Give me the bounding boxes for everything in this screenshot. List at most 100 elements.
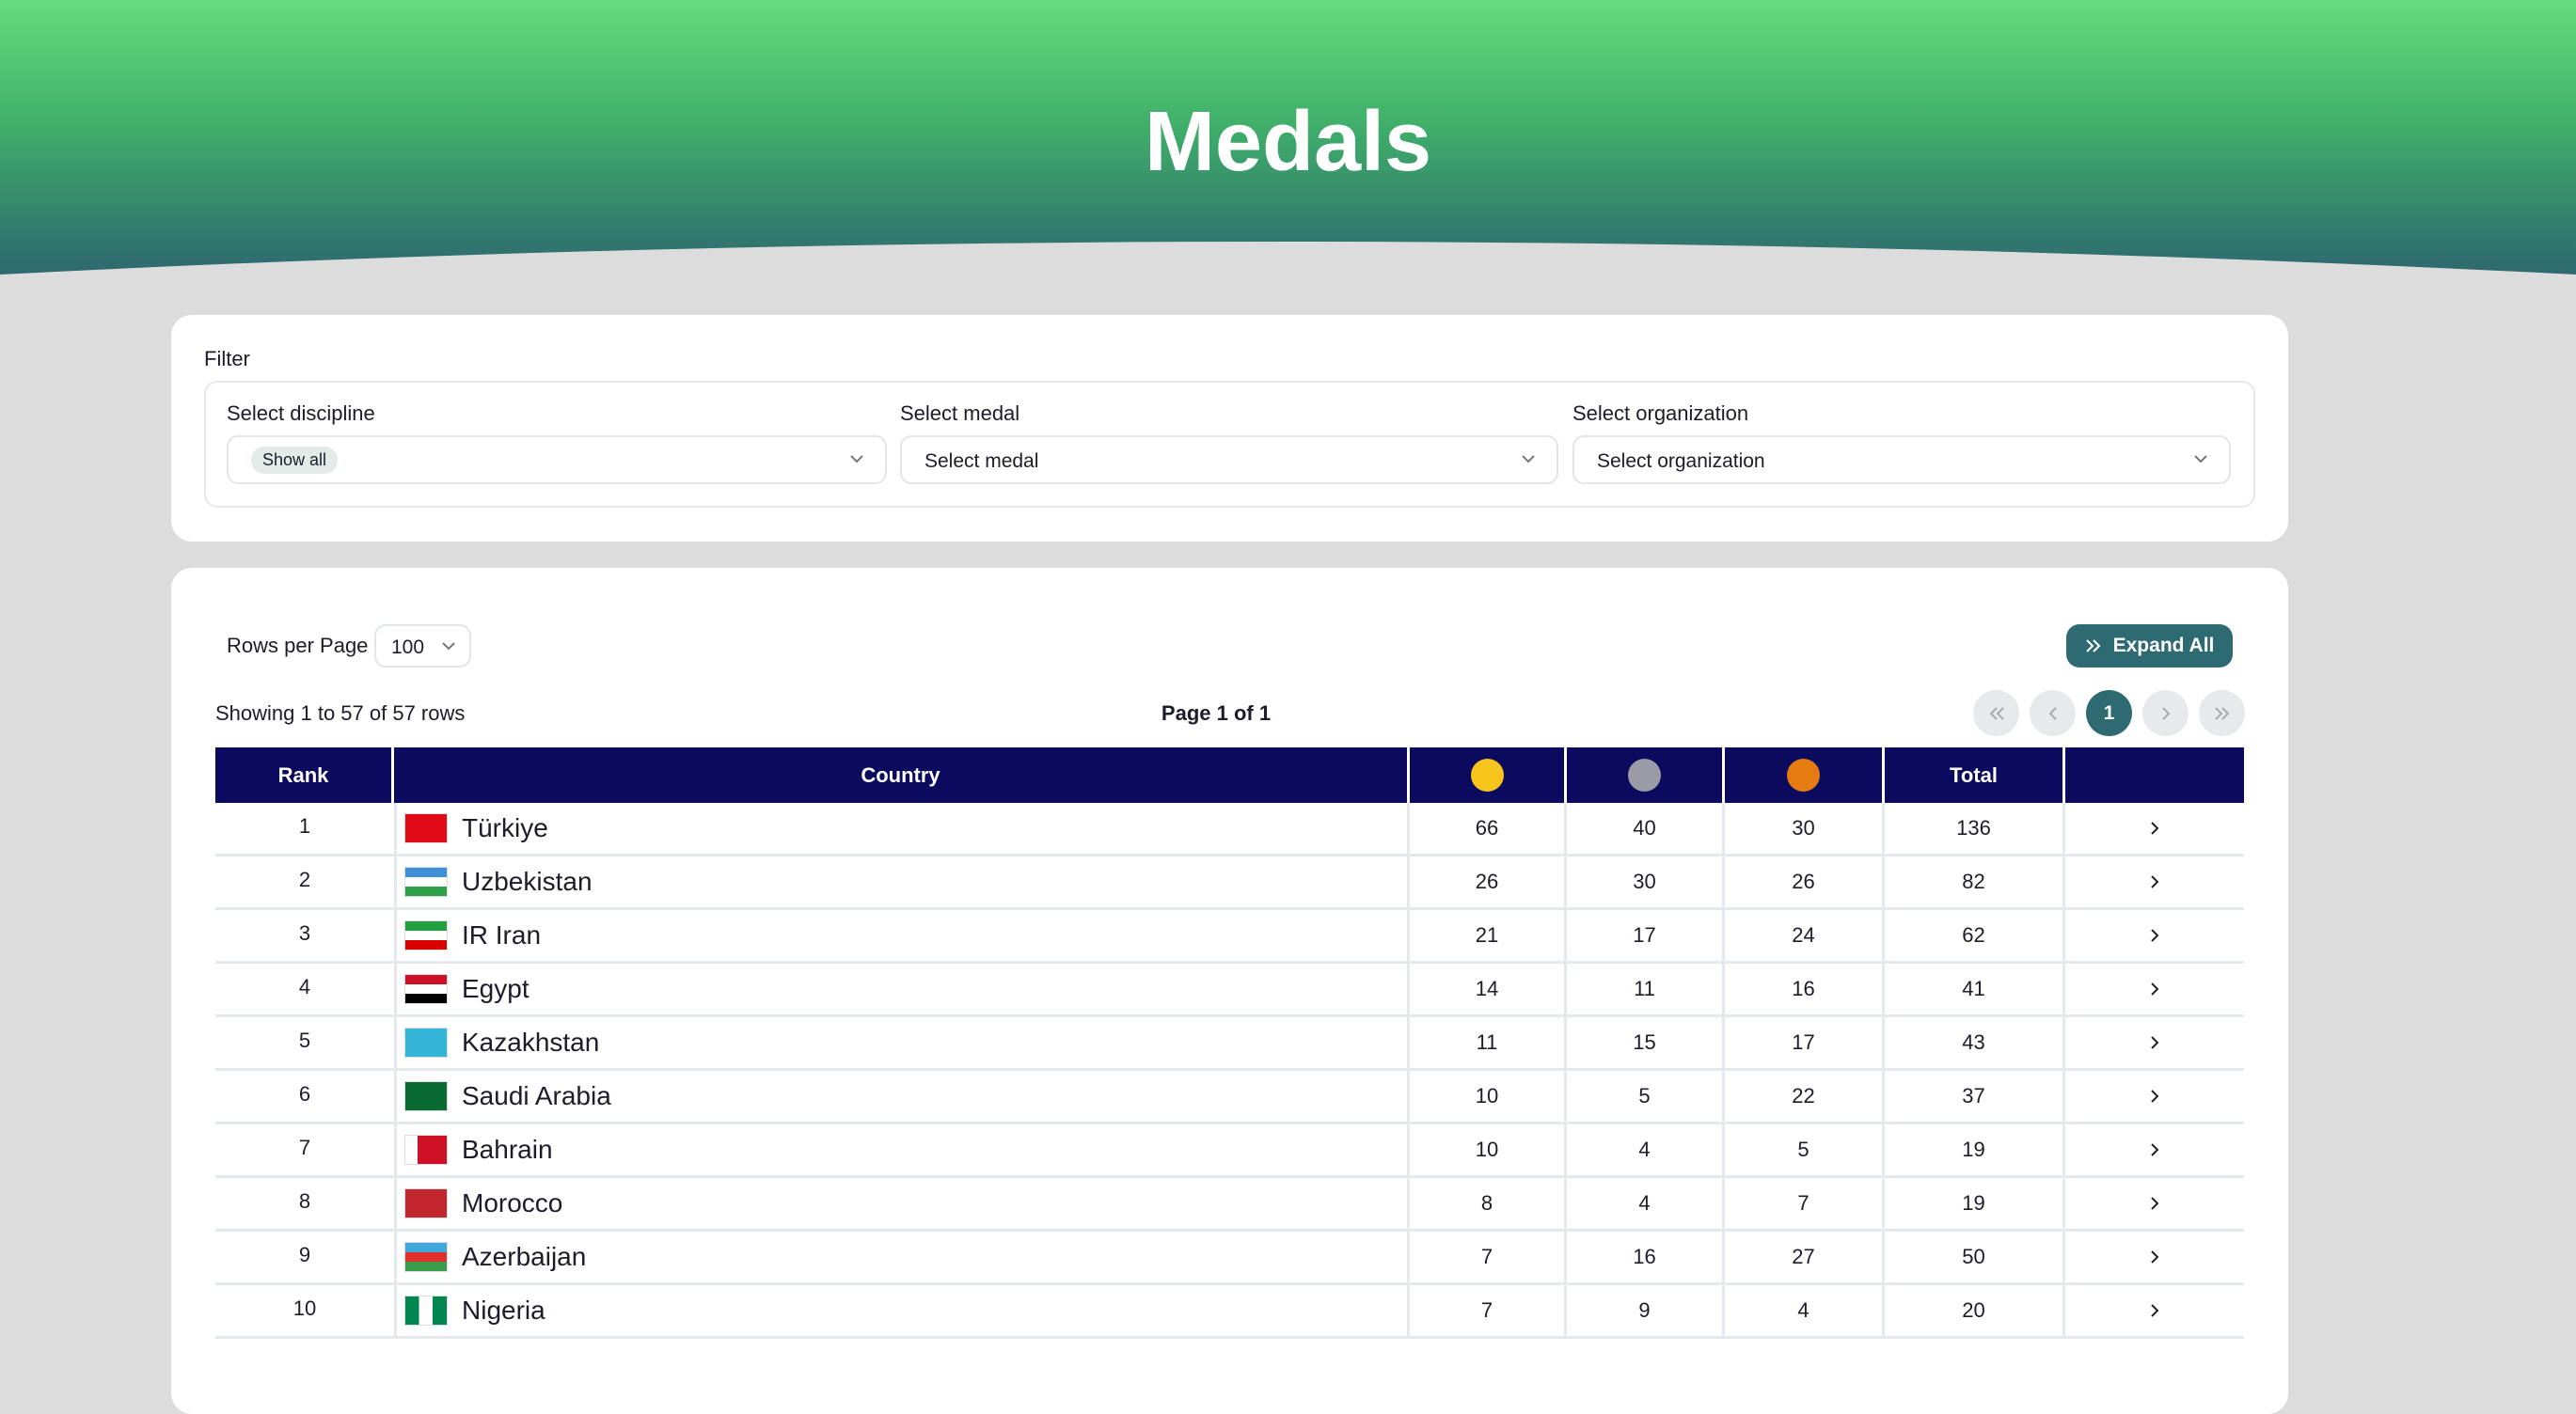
flag-icon — [404, 1028, 448, 1058]
medal-count: 82 — [1885, 856, 2065, 910]
medal-count: 26 — [1410, 856, 1567, 910]
first-page-button[interactable] — [1973, 690, 2019, 736]
medal-count: 10 — [1410, 1124, 1567, 1178]
expand-row-button[interactable] — [2065, 856, 2244, 910]
country-cell: Morocco — [394, 1178, 1410, 1232]
chevron-icon — [2151, 1250, 2159, 1264]
column-header: Rank — [215, 747, 394, 803]
country-cell: Uzbekistan — [394, 856, 1410, 910]
country-name: Morocco — [462, 1188, 563, 1218]
chevron-icon — [442, 642, 455, 651]
expand-all-label: Expand All — [2112, 635, 2215, 656]
flag-icon — [404, 920, 448, 951]
next-page-button[interactable] — [2142, 690, 2189, 736]
country-name: Azerbaijan — [462, 1242, 587, 1271]
medal-count: 41 — [1885, 964, 2065, 1017]
medal-count: 7 — [1725, 1178, 1885, 1232]
medal-count: 19 — [1885, 1178, 2065, 1232]
expand-row-button[interactable] — [2065, 1178, 2244, 1232]
rank-cell: 5 — [215, 1017, 394, 1071]
expand-row-button[interactable] — [2065, 803, 2244, 856]
rank-cell: 1 — [215, 803, 394, 856]
header-banner — [0, 0, 2576, 310]
showing-text: Showing 1 to 57 of 57 rows — [215, 701, 466, 725]
medal-count: 30 — [1567, 856, 1725, 910]
chevron-icon — [2151, 822, 2159, 835]
expand-row-button[interactable] — [2065, 964, 2244, 1017]
rank-cell: 8 — [215, 1178, 394, 1232]
medal-count: 4 — [1567, 1124, 1725, 1178]
medal-count: 136 — [1885, 803, 2065, 856]
last-page-button[interactable] — [2199, 690, 2245, 736]
column-header — [1725, 747, 1885, 803]
chevron-icon — [2151, 1090, 2159, 1103]
country-name: Uzbekistan — [462, 867, 593, 896]
medal-count: 37 — [1885, 1071, 2065, 1124]
select[interactable]: Select organization — [1572, 435, 2231, 484]
expand-row-button[interactable] — [2065, 1232, 2244, 1285]
column-header — [2065, 747, 2244, 803]
medal-icon — [1628, 759, 1661, 792]
rank-cell: 3 — [215, 910, 394, 964]
country-name: Egypt — [462, 974, 529, 1003]
expand-all-button[interactable]: Expand All — [2066, 624, 2233, 668]
column-header — [1567, 747, 1725, 803]
table-card: Rows per Page 100 Expand All Showing 1 t… — [171, 568, 2288, 1414]
rank-cell: 9 — [215, 1232, 394, 1285]
rank-cell: 6 — [215, 1071, 394, 1124]
filter-label: Filter — [204, 347, 250, 370]
field-label: Select medal — [900, 401, 1020, 425]
medal-count: 8 — [1410, 1178, 1567, 1232]
medal-count: 5 — [1567, 1071, 1725, 1124]
flag-icon — [404, 813, 448, 843]
field-label: Select organization — [1572, 401, 1749, 425]
country-cell: Türkiye — [394, 803, 1410, 856]
chevron-icon — [2151, 982, 2159, 996]
rows-per-page-select[interactable]: 100 — [374, 624, 471, 668]
medal-count: 7 — [1410, 1232, 1567, 1285]
expand-row-button[interactable] — [2065, 1017, 2244, 1071]
flag-icon — [404, 1135, 448, 1165]
medal-count: 17 — [1567, 910, 1725, 964]
select[interactable]: Show all — [227, 435, 887, 484]
column-header: Country — [394, 747, 1410, 803]
filter-card: Filter Select discipline Show all Select m… — [171, 315, 2288, 542]
rows-per-page-label: Rows per Page — [227, 634, 369, 657]
double-chevron-icon — [2085, 639, 2101, 652]
medal-count: 26 — [1725, 856, 1885, 910]
expand-row-button[interactable] — [2065, 1124, 2244, 1178]
flag-icon — [404, 974, 448, 1004]
rank-cell: 2 — [215, 856, 394, 910]
column-header — [1410, 747, 1567, 803]
prev-page-button[interactable] — [2030, 690, 2076, 736]
expand-row-button[interactable] — [2065, 1285, 2244, 1339]
chevron-icon — [2194, 455, 2207, 463]
select[interactable]: Select medal — [900, 435, 1558, 484]
medal-count: 50 — [1885, 1232, 2065, 1285]
chevron-icon — [1522, 455, 1535, 463]
rows-per-page-value: 100 — [391, 636, 425, 658]
chevron-icon — [2151, 1304, 2159, 1317]
medal-icon — [1470, 759, 1504, 792]
country-name: IR Iran — [462, 920, 542, 950]
rank-cell: 7 — [215, 1124, 394, 1178]
flag-icon — [404, 867, 448, 897]
current-page-button[interactable]: 1 — [2086, 690, 2132, 736]
medal-count: 17 — [1725, 1017, 1885, 1071]
country-cell: Kazakhstan — [394, 1017, 1410, 1071]
country-cell: Bahrain — [394, 1124, 1410, 1178]
chevron-icon — [850, 455, 863, 463]
country-name: Kazakhstan — [462, 1028, 600, 1057]
icon — [2161, 706, 2170, 720]
country-name: Saudi Arabia — [462, 1081, 611, 1110]
medal-count: 62 — [1885, 910, 2065, 964]
icon — [2048, 706, 2057, 720]
expand-row-button[interactable] — [2065, 910, 2244, 964]
expand-row-button[interactable] — [2065, 1071, 2244, 1124]
medal-count: 7 — [1410, 1285, 1567, 1339]
medal-count: 24 — [1725, 910, 1885, 964]
medal-count: 22 — [1725, 1071, 1885, 1124]
country-cell: IR Iran — [394, 910, 1410, 964]
flag-icon — [404, 1296, 448, 1326]
